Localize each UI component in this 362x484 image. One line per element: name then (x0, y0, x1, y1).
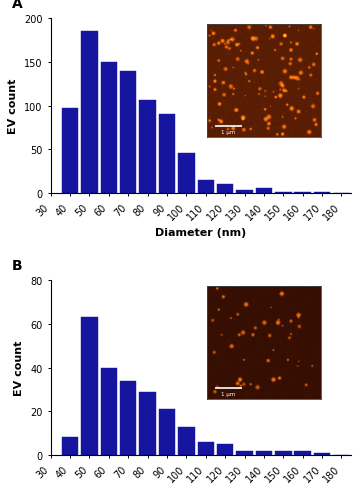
Bar (198, 181, 214, 194)
Bar (62, 109, 78, 194)
Text: A: A (12, 0, 22, 11)
Bar (275, 193, 291, 194)
Bar (101, 368, 117, 455)
Bar (217, 444, 233, 455)
Bar (81, 318, 98, 455)
Y-axis label: EV count: EV count (14, 340, 24, 395)
Bar (314, 193, 330, 194)
Text: B: B (12, 258, 22, 272)
Bar (217, 185, 233, 194)
Bar (120, 72, 136, 194)
Bar (120, 381, 136, 455)
Bar (139, 100, 156, 194)
Bar (275, 451, 291, 455)
Bar (198, 442, 214, 455)
Bar (62, 438, 78, 455)
Bar (159, 114, 175, 194)
Bar (256, 451, 272, 455)
Y-axis label: EV count: EV count (8, 79, 18, 134)
Bar (236, 451, 253, 455)
Bar (178, 427, 195, 455)
X-axis label: Diameter (nm): Diameter (nm) (155, 227, 247, 238)
Bar (294, 193, 311, 194)
Bar (256, 188, 272, 194)
Bar (294, 451, 311, 455)
Bar (178, 153, 195, 194)
Bar (101, 63, 117, 194)
Bar (159, 409, 175, 455)
Bar (236, 190, 253, 194)
Bar (314, 453, 330, 455)
Bar (81, 32, 98, 194)
Bar (139, 392, 156, 455)
